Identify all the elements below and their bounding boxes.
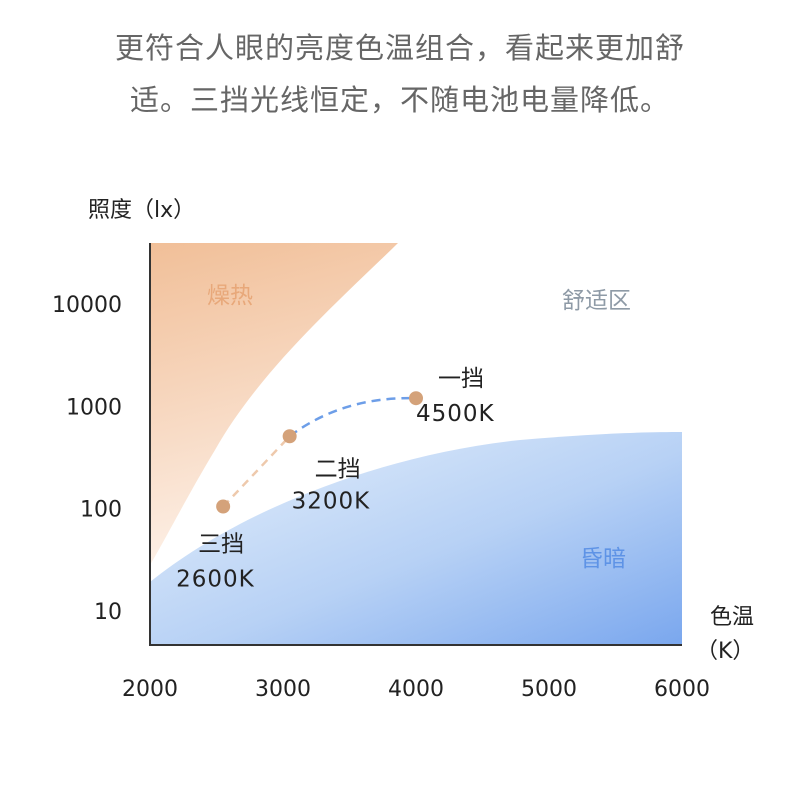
data-point <box>282 429 297 444</box>
connectors <box>222 396 417 508</box>
data-point <box>409 391 423 406</box>
point-label-temp: 2600K <box>176 566 255 592</box>
y-ticks: 10 100 1000 10000 <box>52 293 122 625</box>
dim-zone <box>150 432 682 645</box>
zones <box>150 243 682 645</box>
x-tick-label: 6000 <box>654 677 710 702</box>
zone-label-comfort: 舒适区 <box>562 288 631 314</box>
connector-segment <box>222 435 291 508</box>
zone-label-dim: 昏暗 <box>580 546 626 572</box>
x-tick-label: 3000 <box>255 677 311 702</box>
zone-label-hot: 燥热 <box>207 283 253 309</box>
data-point <box>216 499 231 514</box>
y-axis-title: 照度（lx） <box>88 198 195 223</box>
point-label-temp: 3200K <box>292 488 371 514</box>
x-tick-label: 4000 <box>388 677 444 702</box>
axes <box>149 243 682 646</box>
connector-segment <box>288 396 417 438</box>
y-tick-label: 10000 <box>52 293 122 318</box>
point-label-name: 二挡 <box>315 456 361 482</box>
x-axis-title-line-1: 色温 <box>710 605 754 630</box>
point-label-name: 三挡 <box>198 531 244 557</box>
point-label-name: 一挡 <box>438 366 484 392</box>
hot-zone <box>150 243 398 565</box>
x-tick-label: 5000 <box>521 677 577 702</box>
point-label-temp: 4500K <box>416 401 495 427</box>
headline-line-2: 适。三挡光线恒定，不随电池电量降低。 <box>129 83 670 117</box>
headline-line-1: 更符合人眼的亮度色温组合，看起来更加舒 <box>114 31 685 65</box>
x-tick-label: 2000 <box>122 677 178 702</box>
headline: 更符合人眼的亮度色温组合，看起来更加舒 适。三挡光线恒定，不随电池电量降低。 <box>0 22 800 126</box>
y-tick-label: 100 <box>80 498 122 523</box>
points <box>216 391 423 514</box>
x-ticks: 2000 3000 4000 5000 6000 <box>122 677 710 702</box>
point-labels: 三挡 2600K 二挡 3200K 一挡 4500K <box>176 366 495 592</box>
x-axis-title-line-2: （K） <box>696 639 754 664</box>
y-tick-label: 10 <box>94 600 122 625</box>
y-tick-label: 1000 <box>66 395 122 420</box>
